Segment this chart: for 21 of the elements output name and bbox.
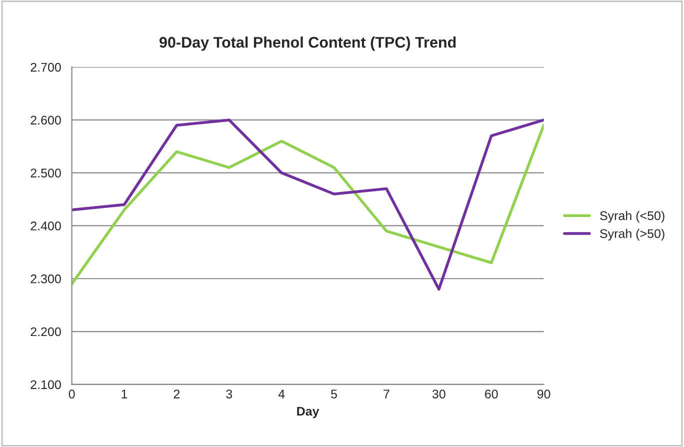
y-tick-label: 2.500	[30, 168, 61, 178]
y-tick-label: 2.200	[30, 327, 61, 336]
x-tick-label: 90	[537, 390, 550, 398]
legend-label: Syrah (>50)	[600, 228, 664, 241]
y-tick-label: 2.100	[30, 380, 61, 390]
y-tick-label: 2.300	[30, 274, 61, 284]
x-tick-label: 5	[331, 390, 337, 398]
legend-label: Syrah (<50)	[600, 210, 664, 223]
x-tick-label: 3	[226, 390, 232, 398]
y-tick-label: 2.600	[30, 116, 61, 125]
x-tick-label: 2	[174, 390, 180, 398]
x-tick-label: 1	[122, 390, 128, 398]
x-tick-label: 0	[68, 390, 75, 398]
y-tick-label: 2.700	[30, 62, 61, 72]
y-tick-label: 2.400	[30, 222, 61, 230]
x-tick-label: 7	[384, 390, 390, 398]
x-tick-label: 4	[278, 390, 285, 398]
chart-title: 90-Day Total Phenol Content (TPC) Trend	[160, 36, 456, 51]
x-tick-label: 60	[485, 390, 498, 398]
x-axis-title: Day	[297, 406, 320, 418]
x-tick-label: 30	[432, 390, 446, 398]
